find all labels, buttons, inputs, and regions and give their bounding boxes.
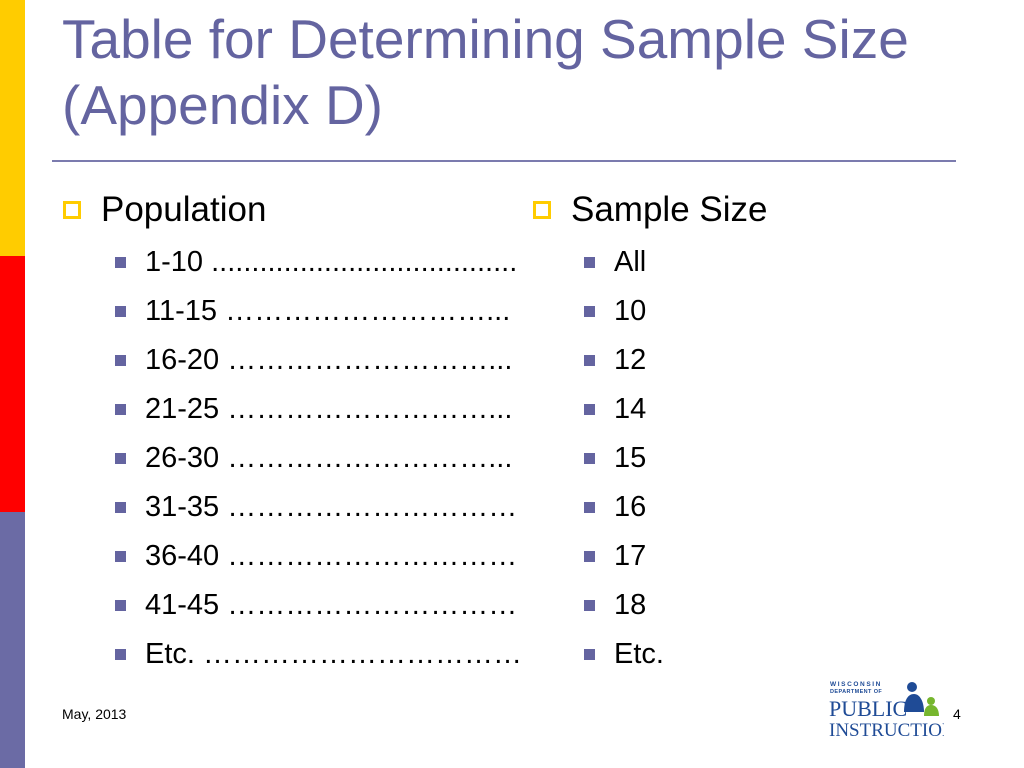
square-bullet-icon [584, 453, 595, 464]
sample-size-list: All 10 12 14 15 16 17 18 Etc. [584, 238, 664, 679]
square-bullet-icon [584, 306, 595, 317]
sample-size-value: 14 [614, 393, 647, 425]
square-bullet-icon [115, 404, 126, 415]
sample-size-header: Sample Size [533, 186, 767, 234]
square-bullet-icon [584, 502, 595, 513]
sample-size-item: 12 [584, 336, 664, 385]
logo-text-instruction: INSTRUCTION [829, 720, 944, 740]
sample-size-value: 17 [614, 540, 647, 572]
population-range: Etc. …………………………… [145, 638, 523, 670]
sample-size-item: All [584, 238, 664, 287]
square-bullet-icon [115, 306, 126, 317]
sample-size-item: 18 [584, 581, 664, 630]
square-bullet-icon [584, 404, 595, 415]
sample-size-value: 12 [614, 344, 647, 376]
population-item: 36-40 ………………………… [115, 532, 522, 581]
logo-person-icon [907, 682, 917, 692]
page-number: 4 [953, 706, 961, 722]
sample-size-item: 14 [584, 385, 664, 434]
population-range: 21-25 ………………………... [145, 393, 513, 425]
population-item: 21-25 ………………………... [115, 385, 522, 434]
square-bullet-icon [584, 649, 595, 660]
accent-stripe-yellow [0, 0, 25, 256]
population-item: 1-10 ...................................… [115, 238, 522, 287]
population-item: 31-35 ………………………… [115, 483, 522, 532]
square-bullet-icon [584, 257, 595, 268]
sample-size-value: 18 [614, 589, 647, 621]
population-range: 36-40 ………………………… [145, 540, 518, 572]
population-range: 11-15 ………………………... [145, 295, 511, 327]
logo-child-body-icon [924, 705, 939, 716]
logo-text-wisconsin: WISCONSIN [830, 681, 882, 688]
square-bullet-icon [115, 453, 126, 464]
sample-size-item: 10 [584, 287, 664, 336]
hollow-square-bullet-icon [533, 201, 551, 219]
dpi-logo: WISCONSIN DEPARTMENT OF PUBLIC INSTRUCTI… [829, 681, 944, 740]
slide-title: Table for Determining Sample Size (Appen… [62, 8, 909, 136]
population-item: 41-45 ………………………… [115, 581, 522, 630]
sample-size-item: Etc. [584, 630, 664, 679]
sample-size-item: 17 [584, 532, 664, 581]
sample-size-header-label: Sample Size [571, 190, 768, 229]
square-bullet-icon [115, 502, 126, 513]
square-bullet-icon [115, 257, 126, 268]
square-bullet-icon [115, 551, 126, 562]
population-header-label: Population [101, 190, 267, 229]
sample-size-value: 15 [614, 442, 647, 474]
square-bullet-icon [584, 600, 595, 611]
sample-size-item: 15 [584, 434, 664, 483]
sample-size-item: 16 [584, 483, 664, 532]
square-bullet-icon [584, 551, 595, 562]
logo-text-department: DEPARTMENT OF [830, 689, 882, 695]
title-divider [52, 160, 956, 162]
population-item: 26-30 ………………………... [115, 434, 522, 483]
population-list: 1-10 ...................................… [115, 238, 522, 679]
population-range: 1-10 ...................................… [145, 246, 518, 278]
hollow-square-bullet-icon [63, 201, 81, 219]
population-item: 11-15 ………………………... [115, 287, 522, 336]
square-bullet-icon [115, 649, 126, 660]
accent-stripe-red [0, 256, 25, 512]
population-item: 16-20 ………………………... [115, 336, 522, 385]
sample-size-value: All [614, 246, 647, 278]
footer-date: May, 2013 [62, 706, 127, 722]
population-range: 16-20 ………………………... [145, 344, 513, 376]
population-range: 31-35 ………………………… [145, 491, 518, 523]
sample-size-value: Etc. [614, 638, 664, 670]
accent-stripe-purple [0, 512, 25, 768]
population-item: Etc. …………………………… [115, 630, 522, 679]
square-bullet-icon [584, 355, 595, 366]
logo-person-body-icon [904, 694, 924, 712]
population-range: 41-45 ………………………… [145, 589, 518, 621]
logo-child-icon [927, 697, 935, 705]
square-bullet-icon [115, 600, 126, 611]
logo-text-public: PUBLIC [829, 696, 907, 721]
population-range: 26-30 ………………………... [145, 442, 513, 474]
population-header: Population [63, 186, 266, 234]
square-bullet-icon [115, 355, 126, 366]
sample-size-value: 16 [614, 491, 647, 523]
sample-size-value: 10 [614, 295, 647, 327]
